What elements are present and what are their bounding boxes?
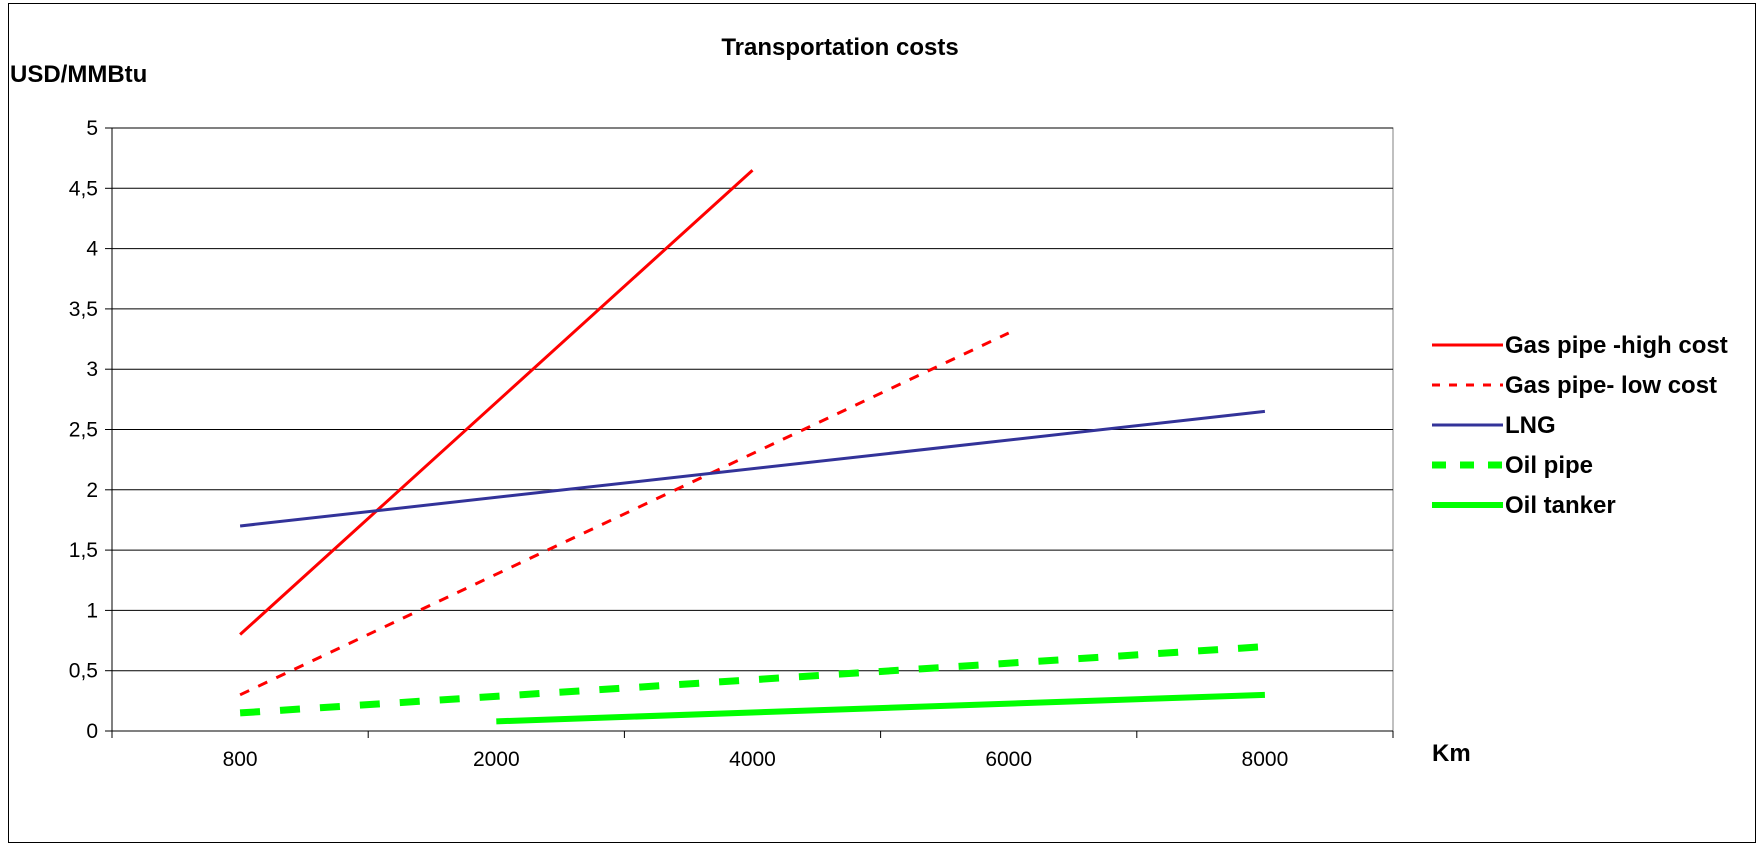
series-lines (239, 169, 1266, 725)
y-tick-label: 5 (86, 117, 98, 140)
y-tick-label: 4,5 (69, 177, 98, 200)
x-tick-label: 6000 (985, 748, 1032, 771)
chart-area (8, 3, 1756, 843)
series-line (239, 643, 1266, 717)
chart-title: Transportation costs (721, 34, 958, 61)
legend-label: Gas pipe- low cost (1505, 372, 1717, 399)
legend-label: Oil tanker (1505, 492, 1616, 519)
x-tick-label: 2000 (473, 748, 520, 771)
y-tick-label: 1 (86, 599, 98, 622)
y-tick-label: 3,5 (69, 298, 98, 321)
y-axis-label: USD/MMBtu (10, 61, 147, 88)
y-tick-label: 3 (86, 358, 98, 381)
legend-label: Oil pipe (1505, 452, 1593, 479)
series-line (239, 169, 754, 636)
legend: Gas pipe -high cost Gas pipe- low cost LNG… (1432, 332, 1728, 519)
series-line (239, 409, 1266, 528)
gridlines (111, 127, 1394, 732)
y-tick-label: 4 (86, 238, 98, 261)
series-line (239, 331, 1010, 697)
axes: 0 0,5 1 1,5 2 2,5 3 3,5 4 4,5 5 800 2000 4000 6000 8000 (69, 117, 1394, 771)
y-tick-label: 2,5 (69, 419, 98, 442)
x-axis-label: Km (1432, 740, 1471, 767)
y-tick-label: 1,5 (69, 539, 98, 562)
x-tick-label: 800 (223, 748, 258, 771)
legend-label: Gas pipe -high cost (1505, 332, 1728, 359)
x-tick-label: 8000 (1242, 748, 1289, 771)
y-tick-label: 0,5 (69, 660, 98, 683)
legend-label: LNG (1505, 412, 1556, 439)
y-tick-label: 2 (86, 479, 98, 502)
series-line (496, 691, 1266, 725)
x-tick-label: 4000 (729, 748, 776, 771)
y-tick-label: 0 (86, 720, 98, 743)
